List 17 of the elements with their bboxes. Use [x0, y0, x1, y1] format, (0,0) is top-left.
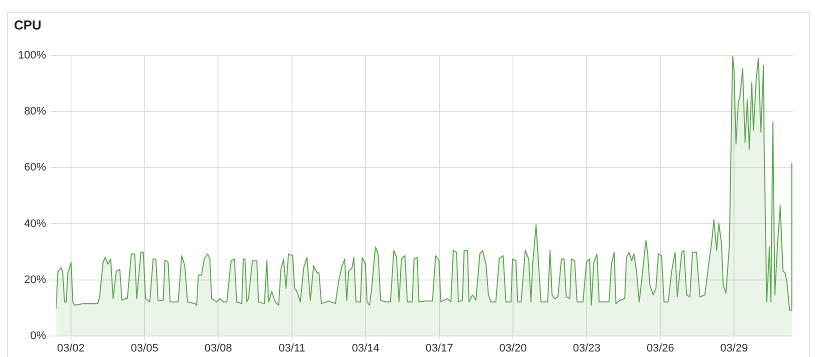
chart-title: CPU — [14, 17, 42, 32]
y-tick-label: 60% — [24, 162, 46, 174]
x-tick-label: 03/05 — [130, 342, 158, 354]
y-tick-label: 0% — [30, 330, 46, 342]
x-tick-label: 03/20 — [499, 342, 527, 354]
x-tick-label: 03/29 — [720, 342, 748, 354]
x-tick-label: 03/08 — [204, 342, 232, 354]
y-tick-label: 100% — [18, 50, 46, 62]
y-tick-label: 40% — [24, 218, 46, 230]
x-tick-label: 03/11 — [278, 342, 306, 354]
x-tick-label: 03/02 — [57, 342, 85, 354]
x-tick-label: 03/17 — [426, 342, 454, 354]
y-tick-label: 20% — [24, 274, 46, 286]
y-tick-label: 80% — [24, 106, 46, 118]
x-tick-label: 03/23 — [572, 342, 600, 354]
x-tick-label: 03/14 — [352, 342, 380, 354]
x-tick-label: 03/26 — [646, 342, 674, 354]
